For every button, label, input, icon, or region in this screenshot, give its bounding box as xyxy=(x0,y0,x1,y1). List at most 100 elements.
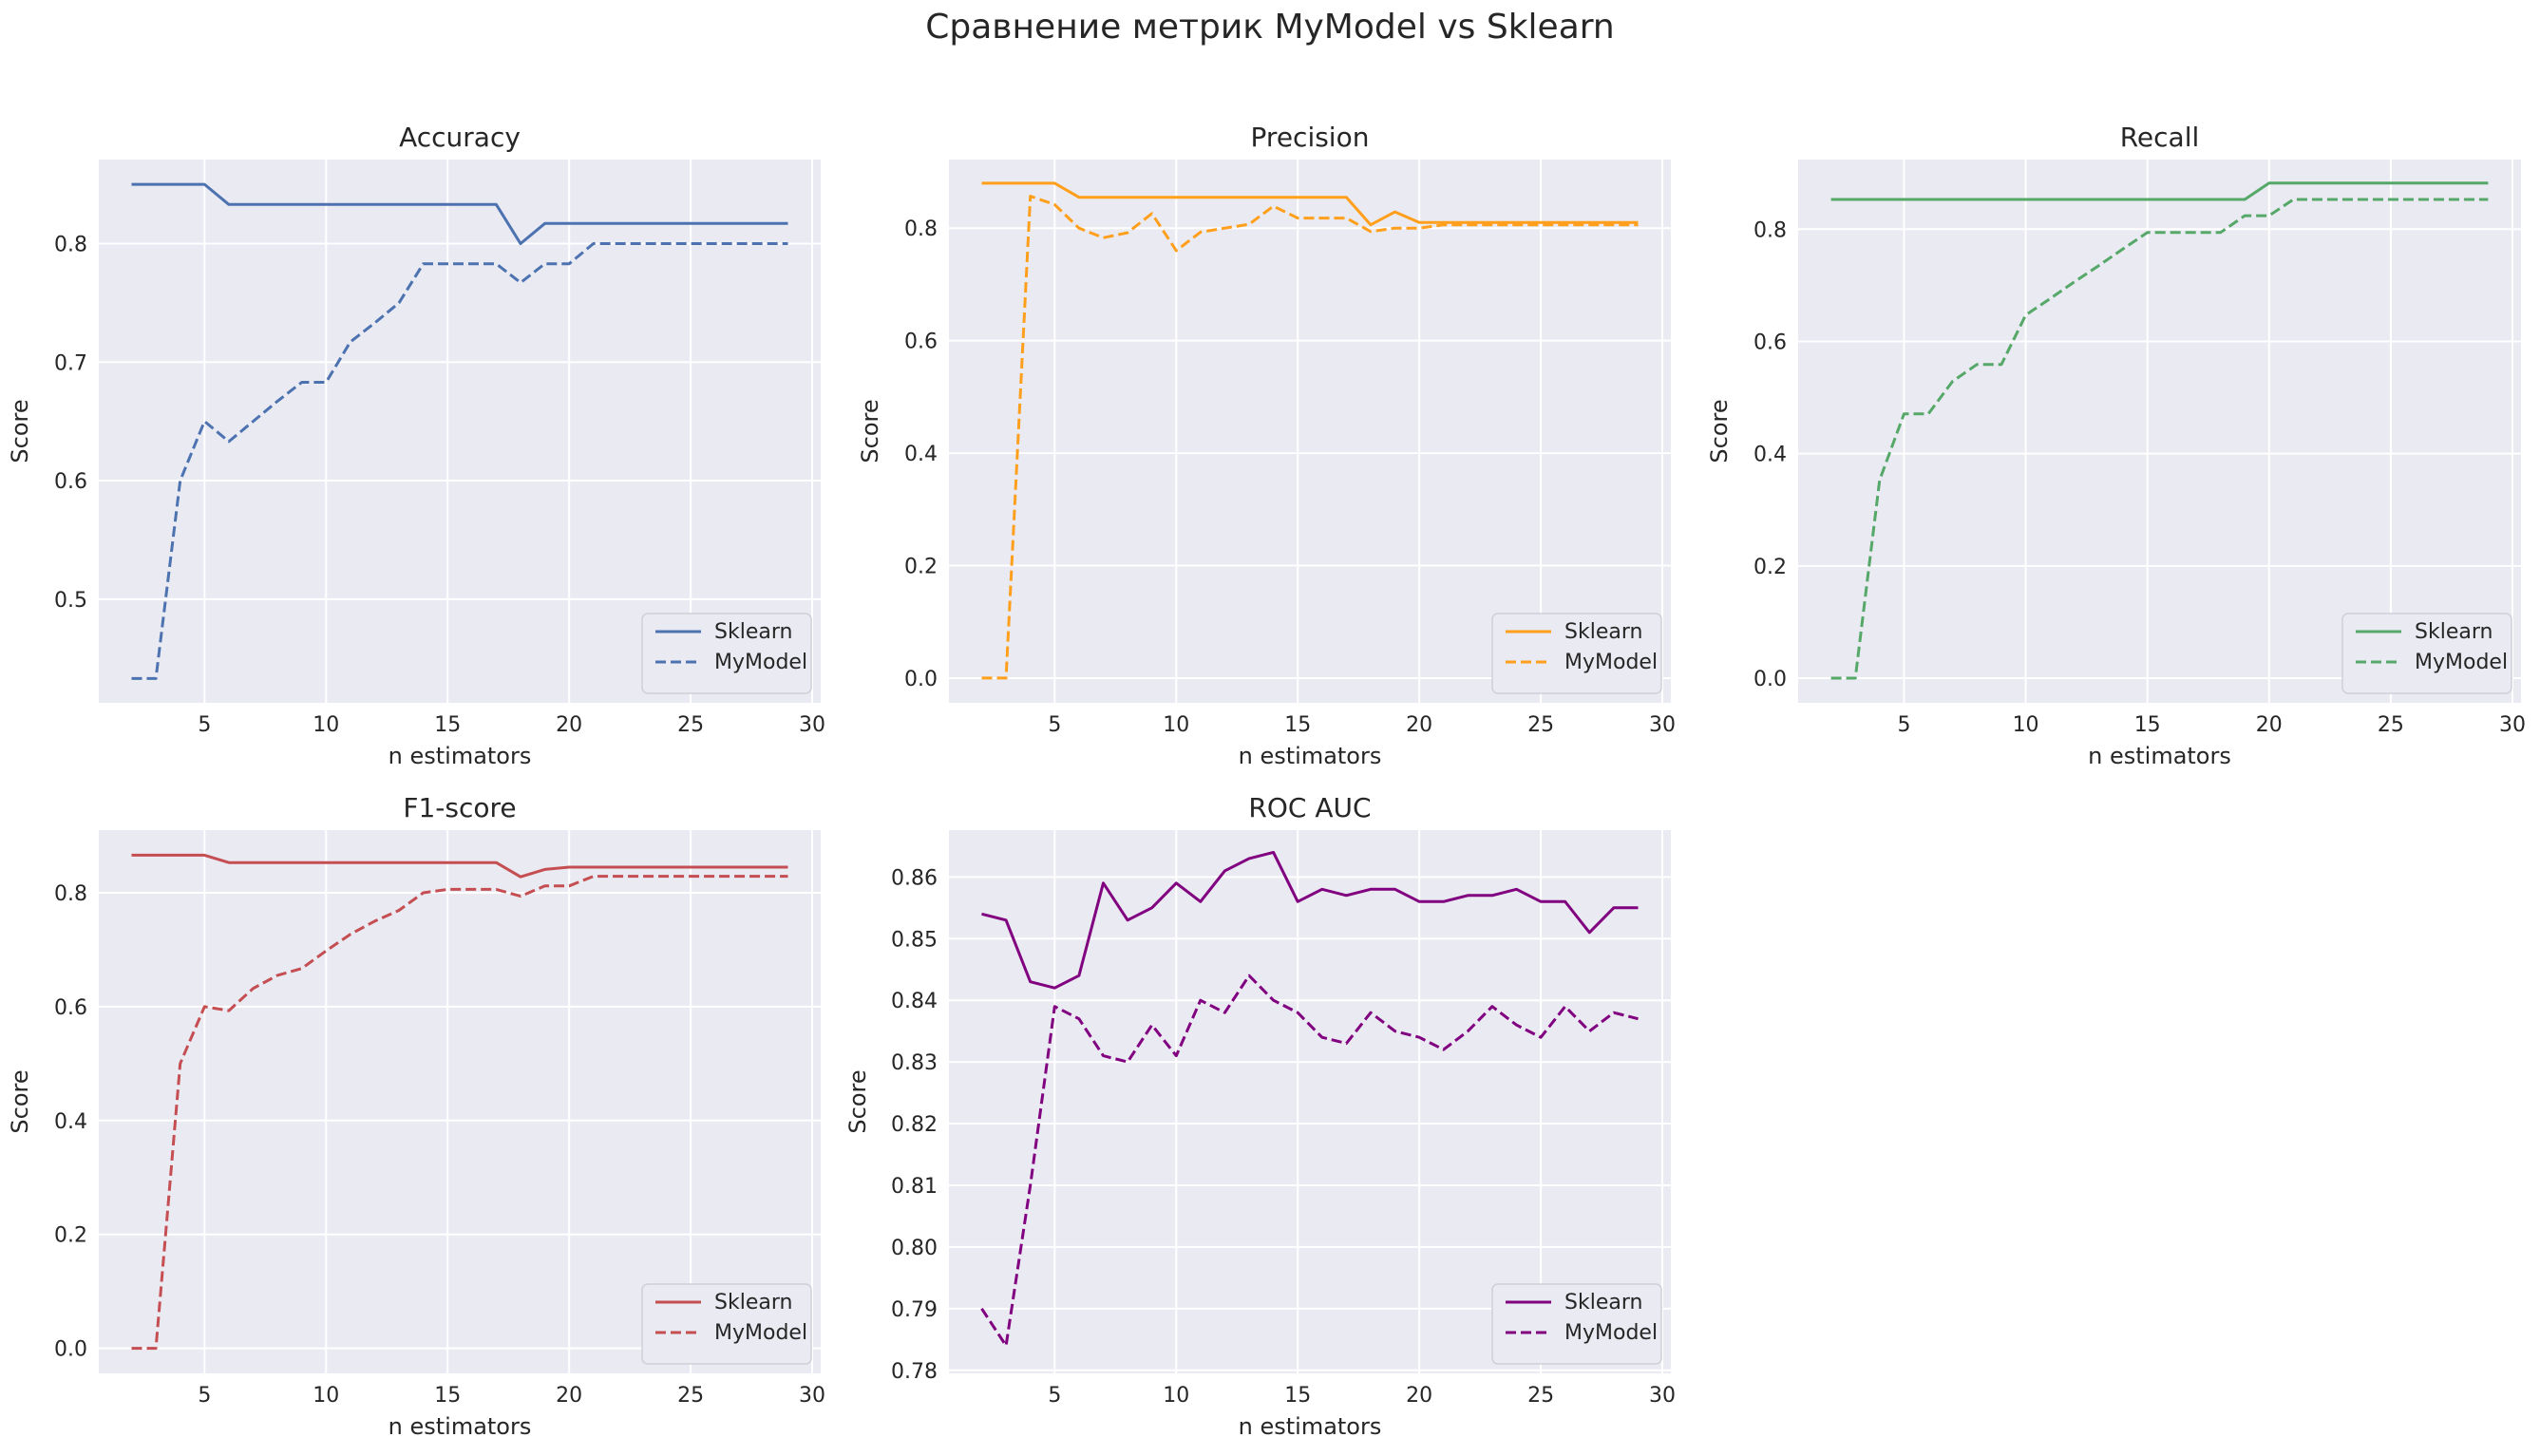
y-tick-label: 0.6 xyxy=(54,996,87,1020)
x-tick-label: 10 xyxy=(313,1384,339,1408)
plot-background xyxy=(949,830,1671,1373)
series-line-mymodel xyxy=(981,195,1639,680)
legend-label: Sklearn xyxy=(1564,1291,1642,1314)
x-tick-label: 25 xyxy=(2378,713,2404,737)
legend-frame xyxy=(641,613,812,694)
y-tick-label: 0.8 xyxy=(904,217,938,241)
plot-background xyxy=(1798,160,2521,703)
x-tick-label: 15 xyxy=(434,713,461,737)
y-tick-label: 0.8 xyxy=(1753,218,1787,242)
y-axis-label: Score xyxy=(1706,399,1733,463)
y-tick-label: 0.79 xyxy=(891,1298,938,1322)
legend: Sklearn MyModel xyxy=(2341,613,2512,694)
subplot-title: Precision xyxy=(1251,122,1370,153)
y-tick-label: 0.2 xyxy=(904,556,938,579)
legend-label: MyModel xyxy=(1564,1321,1658,1345)
series-line-sklearn xyxy=(981,850,1639,990)
x-tick-label: 15 xyxy=(2134,713,2161,737)
y-tick-label: 0.7 xyxy=(54,351,87,375)
subplot-title: Recall xyxy=(2120,122,2200,153)
y-tick-label: 0.5 xyxy=(54,589,87,613)
x-tick-label: 25 xyxy=(677,713,704,737)
x-axis-label: n estimators xyxy=(389,743,532,769)
x-tick-label: 10 xyxy=(2013,713,2039,737)
x-tick-label: 20 xyxy=(1406,1384,1432,1408)
y-tick-label: 0.2 xyxy=(1753,556,1787,579)
x-tick-label: 5 xyxy=(1897,713,1910,737)
y-tick-label: 0.83 xyxy=(891,1051,938,1075)
y-axis-label: Score xyxy=(7,399,33,463)
y-tick-label: 0.78 xyxy=(891,1360,938,1384)
x-tick-label: 10 xyxy=(1163,1384,1189,1408)
legend-label: MyModel xyxy=(2415,651,2508,674)
x-tick-label: 15 xyxy=(1284,713,1311,737)
y-tick-label: 0.81 xyxy=(891,1175,938,1199)
subplot-title: F1-score xyxy=(403,792,516,823)
x-axis-label: n estimators xyxy=(2088,743,2231,769)
subplot-title: ROC AUC xyxy=(1248,792,1371,823)
y-tick-label: 0.8 xyxy=(54,882,87,906)
x-axis-label: n estimators xyxy=(1239,743,1382,769)
plot-background xyxy=(949,160,1671,703)
y-tick-label: 0.4 xyxy=(1753,444,1787,467)
legend-label: Sklearn xyxy=(714,620,792,644)
x-tick-label: 5 xyxy=(1048,1384,1061,1408)
legend-label: Sklearn xyxy=(2415,620,2493,644)
x-tick-label: 25 xyxy=(1527,1384,1554,1408)
y-tick-label: 0.4 xyxy=(904,443,938,466)
legend-label: MyModel xyxy=(1564,651,1658,674)
y-tick-label: 0.6 xyxy=(54,470,87,494)
x-tick-label: 20 xyxy=(556,713,582,737)
series-line-sklearn xyxy=(1830,181,2489,201)
y-tick-label: 0.6 xyxy=(1753,331,1787,354)
x-tick-label: 5 xyxy=(198,1384,211,1408)
series-line-mymodel xyxy=(980,974,1639,1348)
y-tick-label: 0.4 xyxy=(54,1110,87,1134)
x-tick-label: 15 xyxy=(434,1384,461,1408)
legend-frame xyxy=(1491,613,1662,694)
y-tick-label: 0.86 xyxy=(891,866,938,890)
x-tick-label: 10 xyxy=(1163,713,1189,737)
legend-label: MyModel xyxy=(714,1321,807,1345)
x-tick-label: 10 xyxy=(313,713,339,737)
legend-frame xyxy=(1491,1283,1662,1365)
legend: Sklearn MyModel xyxy=(641,613,812,694)
y-tick-label: 0.6 xyxy=(904,331,938,354)
legend: Sklearn MyModel xyxy=(1491,613,1662,694)
series-line-sklearn xyxy=(131,853,788,879)
legend: Sklearn MyModel xyxy=(641,1283,812,1365)
y-axis-label: Score xyxy=(844,1069,871,1133)
x-tick-label: 30 xyxy=(799,1384,825,1408)
y-tick-label: 0.0 xyxy=(904,668,938,691)
legend: Sklearn MyModel xyxy=(1491,1283,1662,1365)
y-tick-label: 0.8 xyxy=(54,233,87,256)
series-line-mymodel xyxy=(131,242,788,680)
plot-background xyxy=(99,160,821,703)
subplot-title: Accuracy xyxy=(399,122,521,153)
x-tick-label: 30 xyxy=(1649,713,1676,737)
y-axis-label: Score xyxy=(7,1069,33,1133)
series-line-sklearn xyxy=(981,181,1639,227)
series-line-sklearn xyxy=(131,182,788,245)
y-tick-label: 0.82 xyxy=(891,1113,938,1137)
series-line-mymodel xyxy=(1830,198,2489,680)
y-tick-label: 0.80 xyxy=(891,1237,938,1260)
y-tick-label: 0.2 xyxy=(54,1224,87,1248)
subplot-f1-score: 5 10 15 20 25 30 0.0 0.2 0.4 0.6 0.8 F1-score n esti… xyxy=(7,792,825,1440)
x-tick-label: 30 xyxy=(799,713,825,737)
y-tick-label: 0.0 xyxy=(1753,668,1787,691)
x-tick-label: 30 xyxy=(2499,713,2526,737)
y-tick-label: 0.0 xyxy=(54,1338,87,1362)
subplot-accuracy: 5 10 15 20 25 30 0.5 0.6 0.7 0.8 Accuracy n estimat… xyxy=(7,122,825,769)
subplot-precision: 5 10 15 20 25 30 0.0 0.2 0.4 0.6 0.8 Precision n est… xyxy=(857,122,1676,769)
legend-label: MyModel xyxy=(714,651,807,674)
legend-frame xyxy=(2341,613,2512,694)
x-tick-label: 20 xyxy=(1406,713,1432,737)
legend-frame xyxy=(641,1283,812,1365)
figure-title: Сравнение метрик MyModel vs Sklearn xyxy=(925,8,1615,47)
x-tick-label: 5 xyxy=(198,713,211,737)
legend-label: Sklearn xyxy=(714,1291,792,1314)
x-tick-label: 20 xyxy=(556,1384,582,1408)
plot-background xyxy=(99,830,821,1373)
y-axis-label: Score xyxy=(857,399,883,463)
